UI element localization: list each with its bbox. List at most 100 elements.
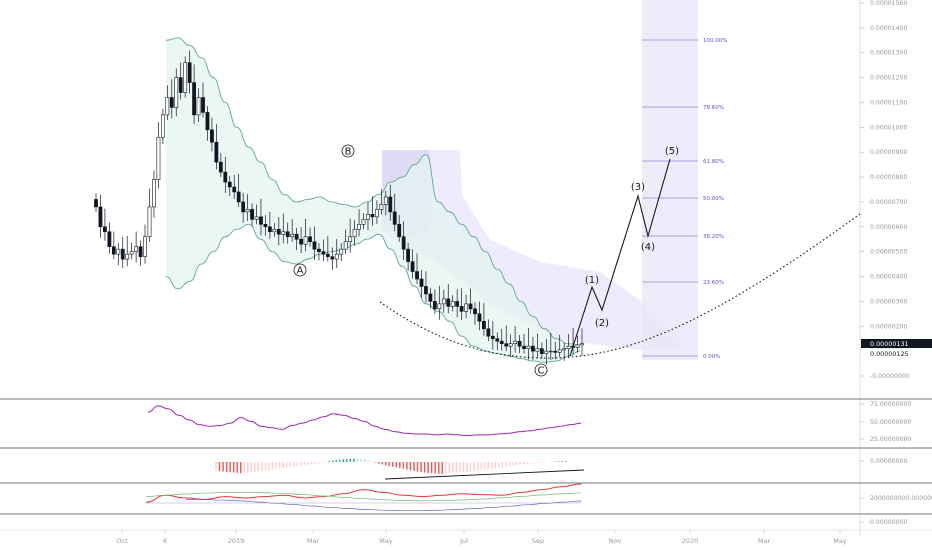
price-tick-label: 0.00000800 xyxy=(870,174,907,181)
candle-body xyxy=(441,298,446,305)
volume-pane xyxy=(145,483,582,511)
candle-body xyxy=(504,343,509,347)
price-tick-label: 0.00001300 xyxy=(870,50,907,57)
candle-body xyxy=(562,348,567,351)
macd-histogram-bar xyxy=(331,460,334,462)
candle-body xyxy=(490,335,495,340)
macd-histogram-bar xyxy=(278,462,281,469)
macd-histogram-bar xyxy=(462,462,465,473)
candle-body xyxy=(348,236,353,243)
macd-histogram-bar xyxy=(388,462,390,466)
indicator-tick-label: 50.00000000 xyxy=(870,419,911,426)
price-tick-label: 0.00001100 xyxy=(870,99,907,106)
candle-body xyxy=(548,350,553,353)
time-tick-label: Jul xyxy=(459,537,468,545)
macd-histogram-bar xyxy=(360,459,362,462)
candle-body xyxy=(383,196,388,205)
candle-body xyxy=(134,246,139,252)
candle-body xyxy=(147,206,152,238)
candle-body xyxy=(566,345,571,349)
macd-histogram-bar xyxy=(522,462,525,465)
rsi-pane xyxy=(147,405,582,437)
bollinger-fill xyxy=(166,37,580,363)
candle-body xyxy=(169,97,174,108)
candle-body xyxy=(415,271,419,280)
fib-level-label: 78.60% xyxy=(703,105,724,111)
time-tick-label: Nov xyxy=(609,537,622,545)
price-tick-label: 0.00001500 xyxy=(870,0,907,7)
macd-histogram-bar xyxy=(540,462,542,463)
candle-body xyxy=(432,301,437,310)
indicator-tick-label: 75.00000000 xyxy=(870,401,911,408)
macd-histogram-bar xyxy=(296,462,299,467)
candle-body xyxy=(513,340,518,344)
candle-body xyxy=(535,348,540,352)
candle-body xyxy=(459,306,464,312)
elliott-impulse-line xyxy=(569,158,671,357)
candle-body xyxy=(357,224,361,230)
time-tick-label: Mar xyxy=(307,537,320,545)
candle-body xyxy=(299,238,304,245)
projected-rounding-curve xyxy=(379,213,861,359)
candle-body xyxy=(165,97,170,116)
time-tick-label: 6 xyxy=(163,537,167,545)
macd-histogram-bar xyxy=(558,461,560,462)
time-tick-label: 2019 xyxy=(228,537,245,545)
candle-body xyxy=(187,62,192,83)
macd-histogram-bar xyxy=(374,462,376,463)
macd-histogram-bar xyxy=(240,462,242,474)
candle-body xyxy=(214,141,219,163)
candle-body xyxy=(517,340,522,347)
candle-body xyxy=(339,248,344,255)
candlestick-series xyxy=(94,50,584,365)
macd-histogram-bar xyxy=(307,462,309,465)
candle-body xyxy=(352,228,357,238)
macd-histogram-bar xyxy=(406,462,408,470)
macd-histogram-bar xyxy=(565,461,567,462)
candle-body xyxy=(281,231,286,235)
macd-histogram-bar xyxy=(483,462,486,470)
wave-label-circle xyxy=(341,144,355,158)
candle-body xyxy=(575,344,580,348)
macd-histogram-bar xyxy=(225,462,228,472)
candle-body xyxy=(138,246,143,257)
candle-body xyxy=(272,228,277,233)
candle-body xyxy=(308,236,312,243)
price-tick-label: 0.00000400 xyxy=(870,274,907,281)
fib-level-label: 61.80% xyxy=(703,159,724,165)
candle-body xyxy=(464,303,468,312)
macd-histogram-bar xyxy=(526,462,528,464)
candle-body xyxy=(254,216,259,220)
candle-body xyxy=(343,241,348,250)
candle-body xyxy=(557,349,562,353)
candle-body xyxy=(276,228,281,235)
macd-histogram-bar xyxy=(434,462,436,474)
time-tick-label: May xyxy=(379,537,393,545)
candle-body xyxy=(325,253,330,257)
macd-histogram-bar xyxy=(314,462,316,464)
macd-histogram-bar xyxy=(328,461,330,462)
macd-histogram-bar xyxy=(232,462,235,473)
candle-body xyxy=(241,201,246,213)
price-tick-label: 0.00000600 xyxy=(870,224,907,231)
candle-body xyxy=(424,286,428,295)
candle-body xyxy=(468,303,473,310)
candle-body xyxy=(428,293,433,302)
macd-histogram-bar xyxy=(392,462,394,467)
macd-histogram-bar xyxy=(466,462,468,473)
candle-body xyxy=(111,246,116,255)
macd-histogram-bar xyxy=(498,462,500,468)
fib-level-label: 38.20% xyxy=(703,234,724,240)
macd-histogram-bar xyxy=(346,459,348,462)
macd-histogram-bar xyxy=(416,462,419,472)
candle-body xyxy=(419,278,424,287)
macd-histogram-bar xyxy=(384,462,387,466)
macd-histogram-bar xyxy=(250,462,253,473)
macd-histogram-bar xyxy=(459,462,461,473)
candle-body xyxy=(160,114,165,138)
candle-body xyxy=(388,196,393,213)
price-tick-label: 0.00001200 xyxy=(870,75,907,82)
impulse-wave-label: (1) xyxy=(585,275,599,286)
indicator-axes: 75.00000000 50.00000000 25.00000000 0.00000… xyxy=(860,401,932,526)
candle-body xyxy=(120,248,125,260)
